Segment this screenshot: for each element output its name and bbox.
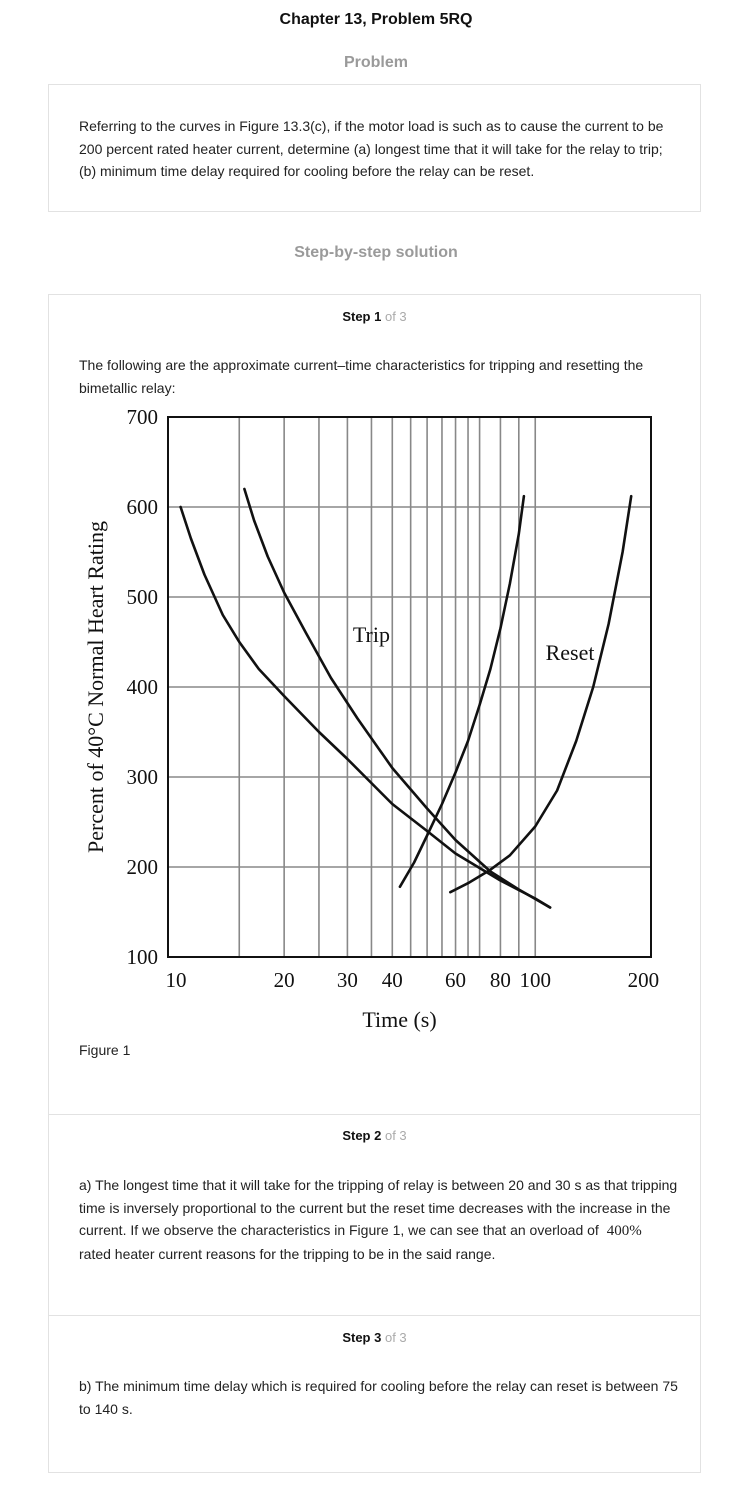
step-1-header: Step 1 of 3 [49, 309, 700, 324]
step-1-label: Step 1 [342, 309, 382, 324]
y-tick-label: 300 [127, 765, 159, 789]
step-3-text: b) The minimum time delay which is requi… [79, 1378, 678, 1417]
series-line-1 [179, 505, 552, 909]
plot-frame [167, 416, 652, 958]
step-2-text: a) The longest time that it will take fo… [79, 1174, 679, 1265]
problem-section-label: Problem [343, 54, 408, 71]
series-line-4 [449, 494, 633, 894]
y-axis-title: Percent of 40°C Normal Heart Rating [83, 521, 108, 853]
problem-text: Referring to the curves in Figure 13.3(c… [79, 118, 664, 179]
x-tick-label: 100 [519, 968, 551, 992]
solution-box: Step 1 of 3 The following are the approx… [48, 294, 701, 1473]
step-1-count: of 3 [384, 309, 407, 324]
y-tick-label: 600 [127, 495, 159, 519]
curve-annotation-trip: Trip [353, 622, 390, 647]
x-tick-label: 40 [382, 968, 403, 992]
x-tick-label: 30 [337, 968, 358, 992]
solution-section-label: Step-by-step solution [294, 244, 458, 261]
step-divider [49, 1315, 700, 1316]
step-3-count: of 3 [384, 1330, 407, 1345]
figure-caption: Figure 1 [79, 1042, 131, 1058]
y-tick-label: 200 [127, 855, 159, 879]
x-tick-label: 60 [445, 968, 466, 992]
series-line-3 [398, 494, 526, 889]
step-3-header: Step 3 of 3 [49, 1330, 700, 1345]
step-3-label: Step 3 [342, 1330, 382, 1345]
step-2-text-start: a) The longest time that it will take fo… [79, 1177, 678, 1238]
x-axis-title: Time (s) [362, 1007, 436, 1032]
overload-percent-math: 400% [606, 1223, 642, 1239]
step-divider [49, 1114, 700, 1115]
x-tick-label: 200 [628, 968, 660, 992]
step-2-label: Step 2 [342, 1128, 382, 1143]
y-tick-label: 500 [127, 585, 159, 609]
x-tick-label: 10 [166, 968, 187, 992]
step-2-text-end: rated heater current reasons for the tri… [79, 1245, 496, 1262]
y-tick-label: 100 [127, 945, 159, 969]
series-line-2 [243, 487, 552, 909]
step-1-text: The following are the approximate curren… [79, 357, 644, 396]
relay-characteristics-chart: 100 200 300 400 500 600 700 10 20 30 40 60 80 100 200 T… [83, 405, 660, 1032]
problem-box: Referring to the curves in Figure 13.3(c… [48, 84, 701, 212]
y-tick-label: 700 [127, 405, 159, 429]
step-2-header: Step 2 of 3 [49, 1128, 700, 1143]
x-tick-label: 20 [274, 968, 295, 992]
page-title: Chapter 13, Problem 5RQ [279, 11, 473, 28]
step-2-count: of 3 [384, 1128, 407, 1143]
x-tick-label: 80 [490, 968, 511, 992]
y-tick-label: 400 [127, 675, 159, 699]
curve-annotation-reset: Reset [546, 640, 595, 665]
